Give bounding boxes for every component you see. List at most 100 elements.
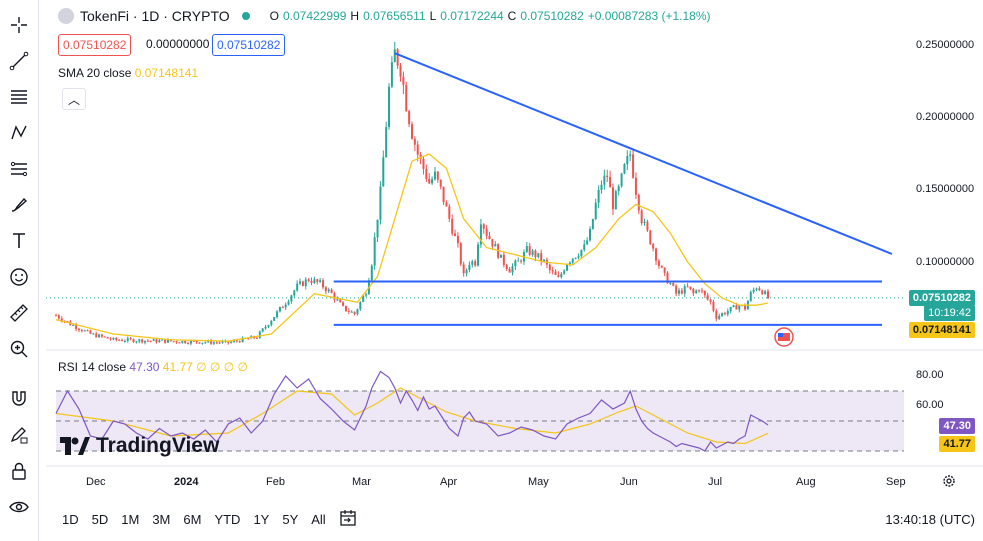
fib-icon[interactable] bbox=[4, 154, 34, 184]
candle-body bbox=[643, 221, 646, 224]
horizontal-lines-icon[interactable] bbox=[4, 82, 34, 112]
settings-gear-icon[interactable] bbox=[942, 474, 956, 491]
candle-body bbox=[554, 271, 557, 275]
chart-area[interactable]: TokenFi · 1D · CRYPTO O 0.07422999 H 0.076… bbox=[46, 0, 983, 541]
candle-body bbox=[485, 228, 488, 236]
symbol-title[interactable]: TokenFi · 1D · CRYPTO bbox=[80, 8, 230, 24]
candle-body bbox=[629, 154, 632, 157]
timeframe-6m[interactable]: 6M bbox=[183, 511, 202, 527]
candle-body bbox=[700, 290, 703, 292]
candle-body bbox=[482, 224, 485, 229]
zoom-icon[interactable] bbox=[4, 334, 34, 364]
candle-body bbox=[634, 177, 637, 195]
collapse-legend-button[interactable]: ︿ bbox=[62, 88, 86, 110]
time-tick: Jul bbox=[708, 476, 723, 488]
candle-body bbox=[307, 279, 310, 281]
brush-icon[interactable] bbox=[4, 190, 34, 220]
smiley-icon[interactable] bbox=[4, 262, 34, 292]
rsi-legend[interactable]: RSI 14 close 47.30 41.77 ∅ ∅ ∅ ∅ bbox=[58, 360, 248, 374]
sell-button[interactable]: 0.07510282 bbox=[58, 34, 132, 56]
candle-body bbox=[356, 309, 359, 315]
candle-body bbox=[580, 249, 583, 257]
timeframe-1y[interactable]: 1Y bbox=[253, 511, 270, 527]
candle-body bbox=[738, 305, 741, 310]
trendline-icon[interactable] bbox=[4, 46, 34, 76]
buy-button[interactable]: 0.07510282 bbox=[212, 34, 286, 56]
lock-icon[interactable] bbox=[4, 456, 34, 486]
candle-body bbox=[528, 246, 531, 255]
timeframe-5y[interactable]: 5Y bbox=[282, 511, 299, 527]
left-toolbar bbox=[0, 0, 39, 541]
rsi-ma-tag: 41.77 bbox=[939, 436, 975, 452]
candle-body bbox=[410, 124, 414, 139]
candle-body bbox=[439, 179, 442, 187]
candle-body bbox=[261, 328, 264, 332]
us-flag-icon bbox=[778, 333, 783, 337]
candle-body bbox=[115, 337, 118, 340]
candle-body bbox=[758, 288, 761, 291]
tradingview-logo-text: TradingView bbox=[96, 434, 220, 457]
candle-body bbox=[204, 342, 207, 344]
candle-body bbox=[442, 186, 445, 203]
candle-body bbox=[520, 260, 523, 262]
candle-body bbox=[141, 339, 144, 343]
calendar-goto-icon[interactable] bbox=[338, 508, 358, 528]
candle-body bbox=[123, 340, 126, 342]
rsi-ma-value: 41.77 bbox=[162, 360, 193, 374]
candle-body bbox=[258, 331, 261, 338]
candle-body bbox=[175, 341, 178, 343]
candle-body bbox=[241, 337, 244, 343]
candle-body bbox=[620, 173, 623, 187]
candle-body bbox=[198, 342, 201, 344]
candle-body bbox=[290, 295, 293, 302]
price-chart[interactable] bbox=[46, 0, 983, 541]
candle-body bbox=[669, 283, 672, 285]
candle-body bbox=[129, 338, 132, 340]
magnet-icon[interactable] bbox=[4, 384, 34, 414]
candle-body bbox=[255, 337, 258, 339]
timeframe-5d[interactable]: 5D bbox=[91, 511, 109, 527]
candle-body bbox=[491, 239, 494, 247]
candle-body bbox=[276, 311, 279, 318]
sma-legend[interactable]: SMA 20 close 0.07148141 bbox=[58, 66, 198, 80]
eye-icon[interactable] bbox=[4, 492, 34, 522]
candle-body bbox=[347, 311, 350, 313]
candle-body bbox=[313, 279, 316, 283]
candle-body bbox=[342, 302, 345, 306]
pattern-icon[interactable] bbox=[4, 118, 34, 148]
candle-body bbox=[586, 240, 589, 245]
candle-body bbox=[333, 292, 336, 300]
tradingview-logo[interactable]: TradingView bbox=[60, 434, 219, 458]
timeframe-1m[interactable]: 1M bbox=[121, 511, 140, 527]
candle-body bbox=[98, 334, 101, 338]
candle-body bbox=[428, 178, 431, 184]
candle-body bbox=[505, 264, 508, 270]
candle-body bbox=[235, 340, 238, 342]
pencil-lock-icon[interactable] bbox=[4, 420, 34, 450]
candle-body bbox=[611, 187, 614, 210]
crosshair-icon[interactable] bbox=[4, 10, 34, 40]
timeframe-1d[interactable]: 1D bbox=[62, 511, 79, 527]
price-tick: 0.20000000 bbox=[916, 111, 975, 123]
candle-body bbox=[218, 342, 221, 344]
candle-body bbox=[471, 261, 474, 265]
ruler-icon[interactable] bbox=[4, 298, 34, 328]
time-tick: Feb bbox=[266, 476, 285, 488]
candle-body bbox=[706, 295, 709, 300]
timeframe-3m[interactable]: 3M bbox=[152, 511, 171, 527]
candle-body bbox=[494, 244, 497, 247]
text-icon[interactable] bbox=[4, 226, 34, 256]
utc-clock[interactable]: 13:40:18 (UTC) bbox=[885, 512, 975, 527]
low-value: 0.07172244 bbox=[440, 9, 504, 23]
timeframe-ytd[interactable]: YTD bbox=[214, 511, 241, 527]
candle-body bbox=[709, 299, 712, 302]
candle-body bbox=[310, 280, 313, 283]
timeframe-all[interactable]: All bbox=[311, 511, 326, 527]
candle-body bbox=[89, 330, 92, 334]
candle-body bbox=[187, 343, 190, 345]
candle-body bbox=[221, 341, 224, 343]
candle-body bbox=[488, 235, 491, 240]
candle-body bbox=[143, 340, 147, 343]
candle-body bbox=[637, 194, 640, 211]
candle-body bbox=[192, 340, 195, 342]
